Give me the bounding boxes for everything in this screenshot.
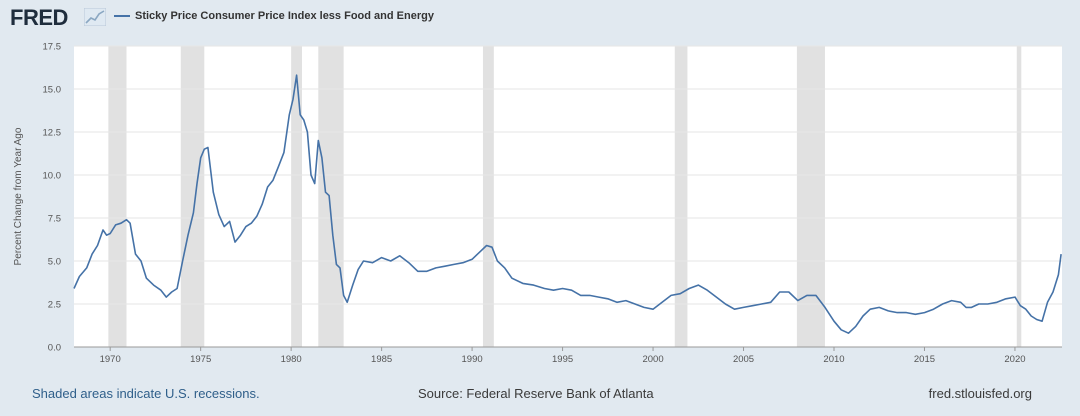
series-line[interactable] (73, 74, 1062, 335)
site-link[interactable]: fred.stlouisfed.org (928, 386, 1032, 401)
x-tick-label: 1975 (190, 354, 211, 365)
x-tick-label: 1990 (462, 354, 483, 365)
recession-band (674, 46, 688, 347)
x-tick-label: 2015 (914, 354, 935, 365)
chart-legend: Sticky Price Consumer Price Index less F… (114, 10, 434, 22)
y-tick-label: 2.5 (48, 300, 61, 311)
recession-band (318, 46, 344, 347)
y-tick-label: 17.5 (43, 42, 62, 53)
y-tick-label: 5.0 (48, 257, 61, 268)
x-tick-label: 2020 (1004, 354, 1025, 365)
recession-band (108, 46, 127, 347)
x-tick-label: 2005 (733, 354, 754, 365)
line-chart[interactable]: 0.0 2.5 5.0 7.5 10.0 12.5 15.0 17.5 1970 1975 1980… (0, 36, 1080, 386)
recession-band (482, 46, 494, 347)
y-axis-label: Percent Change from Year Ago (13, 127, 24, 265)
trend-line-icon (84, 8, 106, 26)
legend-label[interactable]: Sticky Price Consumer Price Index less F… (135, 10, 434, 22)
y-tick-label: 7.5 (48, 214, 61, 225)
source-note: Source: Federal Reserve Bank of Atlanta (418, 386, 654, 401)
fred-logo[interactable]: FRED (10, 5, 68, 30)
x-tick-label: 1980 (281, 354, 302, 365)
y-tick-label: 12.5 (43, 128, 62, 139)
x-tick-label: 1995 (552, 354, 573, 365)
recession-band (291, 46, 302, 347)
y-tick-label: 0.0 (48, 343, 61, 354)
x-tick-label: 1970 (100, 354, 121, 365)
recession-note[interactable]: Shaded areas indicate U.S. recessions. (32, 386, 260, 401)
chart-header: FRED Sticky Price Consumer Price Index l… (0, 0, 1080, 36)
recession-band (180, 46, 205, 347)
plot-area (74, 46, 1062, 347)
y-tick-label: 15.0 (43, 85, 62, 96)
y-tick-label: 10.0 (43, 171, 62, 182)
x-tick-label: 1985 (371, 354, 392, 365)
legend-line-swatch (114, 15, 130, 17)
x-tick-label: 2010 (823, 354, 844, 365)
recession-band (796, 46, 825, 347)
x-tick-label: 2000 (642, 354, 663, 365)
recession-band (1016, 46, 1022, 347)
